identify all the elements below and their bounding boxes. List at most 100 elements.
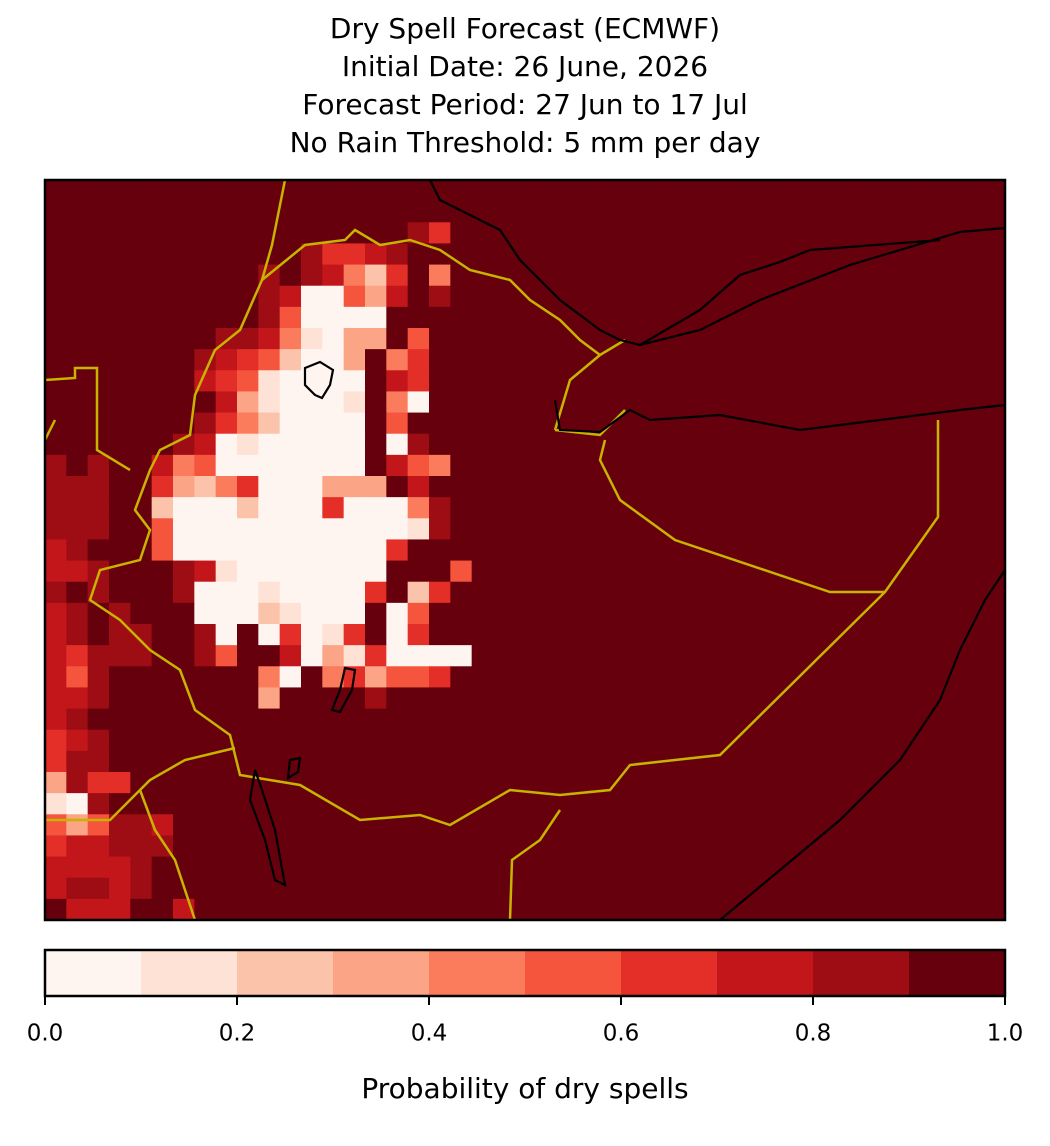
grid-cell [194, 687, 217, 710]
grid-cell [429, 285, 451, 308]
grid-cell [855, 454, 878, 477]
grid-cell [877, 412, 899, 435]
grid-cell [365, 433, 387, 456]
grid-cell [962, 518, 985, 541]
grid-cell [983, 624, 1006, 646]
grid-cell [621, 898, 643, 921]
grid-cell [365, 793, 387, 815]
grid-cell [685, 708, 707, 731]
grid-cell [173, 581, 195, 604]
grid-cell [237, 602, 259, 625]
grid-cell [194, 602, 217, 625]
grid-cell [151, 898, 174, 921]
grid-cell [215, 602, 238, 625]
grid-cell [599, 497, 622, 519]
grid-cell [514, 687, 537, 710]
grid-cell [343, 602, 366, 625]
grid-cell [130, 708, 153, 731]
grid-cell [557, 602, 579, 625]
grid-cell [983, 454, 1006, 477]
grid-cell [151, 814, 174, 837]
grid-cell [429, 645, 451, 667]
grid-cell [301, 454, 323, 477]
grid-cell [109, 264, 131, 287]
grid-cell [834, 560, 857, 583]
grid-cell [962, 497, 985, 519]
grid-cell [173, 264, 195, 287]
grid-cell [130, 243, 153, 266]
grid-cell [855, 645, 878, 667]
colorbar-segment [237, 950, 333, 996]
grid-cell [279, 708, 302, 731]
grid-cell [983, 370, 1006, 393]
grid-cell [386, 772, 409, 794]
grid-cell [557, 180, 579, 202]
grid-cell [386, 835, 409, 858]
grid-cell [322, 708, 345, 731]
grid-cell [962, 898, 985, 921]
grid-cell [493, 412, 515, 435]
grid-cell [642, 708, 665, 731]
grid-cell [642, 285, 665, 308]
grid-cell [962, 666, 985, 689]
grid-cell [706, 877, 729, 900]
grid-cell [962, 306, 985, 329]
grid-cell [66, 180, 89, 202]
grid-cell [557, 349, 579, 371]
grid-cell [87, 814, 110, 837]
grid-cell [471, 645, 494, 667]
grid-cell [663, 856, 686, 879]
grid-cell [301, 793, 323, 815]
grid-cell [493, 856, 515, 879]
grid-cell [279, 306, 302, 329]
grid-cell [66, 666, 89, 689]
grid-cell [87, 666, 110, 689]
grid-cell [599, 222, 622, 245]
grid-cell [407, 835, 430, 858]
grid-cell [493, 306, 515, 329]
colorbar-segment [525, 950, 621, 996]
grid-cell [898, 349, 921, 371]
grid-cell [173, 814, 195, 837]
grid-cell [237, 729, 259, 752]
grid-cell [791, 856, 814, 879]
grid-cell [791, 391, 814, 414]
grid-cell [919, 180, 942, 202]
grid-cell [343, 497, 366, 519]
grid-cell [471, 264, 494, 287]
grid-cell [791, 349, 814, 371]
grid-cell [258, 433, 281, 456]
grid-cell [45, 201, 67, 223]
grid-cell [834, 856, 857, 879]
grid-cell [834, 518, 857, 541]
grid-cell [813, 391, 835, 414]
grid-cell [493, 624, 515, 646]
grid-cell [386, 624, 409, 646]
grid-cell [599, 645, 622, 667]
grid-cell [471, 285, 494, 308]
grid-cell [898, 454, 921, 477]
grid-cell [450, 518, 473, 541]
grid-cell [898, 645, 921, 667]
grid-cell [194, 306, 217, 329]
grid-cell [429, 898, 451, 921]
grid-cell [770, 877, 793, 900]
grid-cell [450, 454, 473, 477]
grid-cell [66, 264, 89, 287]
grid-cell [407, 201, 430, 223]
grid-cell [919, 814, 942, 837]
grid-cell [407, 264, 430, 287]
grid-cell [493, 370, 515, 393]
grid-cell [322, 222, 345, 245]
grid-cell [621, 772, 643, 794]
grid-cell [706, 687, 729, 710]
grid-cell [791, 518, 814, 541]
colorbar-segment [813, 950, 909, 996]
grid-cell [578, 666, 601, 689]
grid-cell [386, 793, 409, 815]
grid-cell [87, 898, 110, 921]
grid-cell [727, 666, 750, 689]
grid-cell [685, 264, 707, 287]
grid-cell [685, 687, 707, 710]
grid-cell [429, 581, 451, 604]
